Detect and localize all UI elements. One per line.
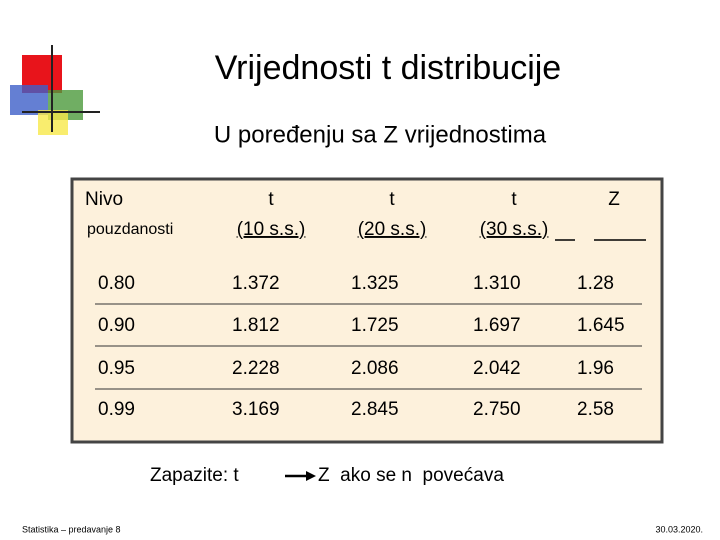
table-cell: 2.750	[473, 399, 521, 420]
header-cell: Z	[608, 189, 620, 210]
table-cell: 2.228	[232, 358, 280, 379]
table: Nivo pouzdanosti t (10 s.s.) t (20 s.s.) t (30 …	[85, 189, 646, 420]
header-cell: (30 s.s.)	[480, 219, 549, 240]
header-cell: t	[511, 189, 517, 210]
table-cell: 3.169	[232, 399, 280, 420]
table-cell: 0.80	[98, 273, 135, 294]
table-cell: 2.845	[351, 399, 399, 420]
decoration	[10, 45, 100, 135]
table-cell: 1.28	[577, 273, 614, 294]
table-cell: 1.645	[577, 315, 625, 336]
table-cell: 2.086	[351, 358, 399, 379]
header-cell: t	[268, 189, 274, 210]
header-cell: (20 s.s.)	[358, 219, 427, 240]
title: Vrijednosti t distribucije	[215, 49, 561, 87]
footer-right: 30.03.2020.	[655, 524, 703, 534]
table-cell: 0.95	[98, 358, 135, 379]
table-cell: 1.372	[232, 273, 280, 294]
table-cell: 1.310	[473, 273, 521, 294]
footer-left: Statistika – predavanje 8	[22, 524, 121, 534]
arrow-head	[306, 471, 316, 481]
header-cell: pouzdanosti	[87, 221, 173, 238]
subtitle: U poređenju sa Z vrijednostima	[214, 121, 547, 148]
table-cell: 1.725	[351, 315, 399, 336]
note-left: Zapazite: t	[150, 465, 239, 486]
table-cell: 2.58	[577, 399, 614, 420]
note-right: Z ako se n povećava	[318, 465, 504, 486]
table-cell: 1.812	[232, 315, 280, 336]
table-box	[70, 177, 664, 444]
table-cell: 1.697	[473, 315, 521, 336]
table-cell: 1.325	[351, 273, 399, 294]
header-cell: (10 s.s.)	[237, 219, 306, 240]
header-cell: Nivo	[85, 189, 123, 210]
table-cell: 2.042	[473, 358, 521, 379]
table-cell: 1.96	[577, 358, 614, 379]
table-cell: 0.90	[98, 315, 135, 336]
table-cell: 0.99	[98, 399, 135, 420]
header-cell: t	[389, 189, 395, 210]
